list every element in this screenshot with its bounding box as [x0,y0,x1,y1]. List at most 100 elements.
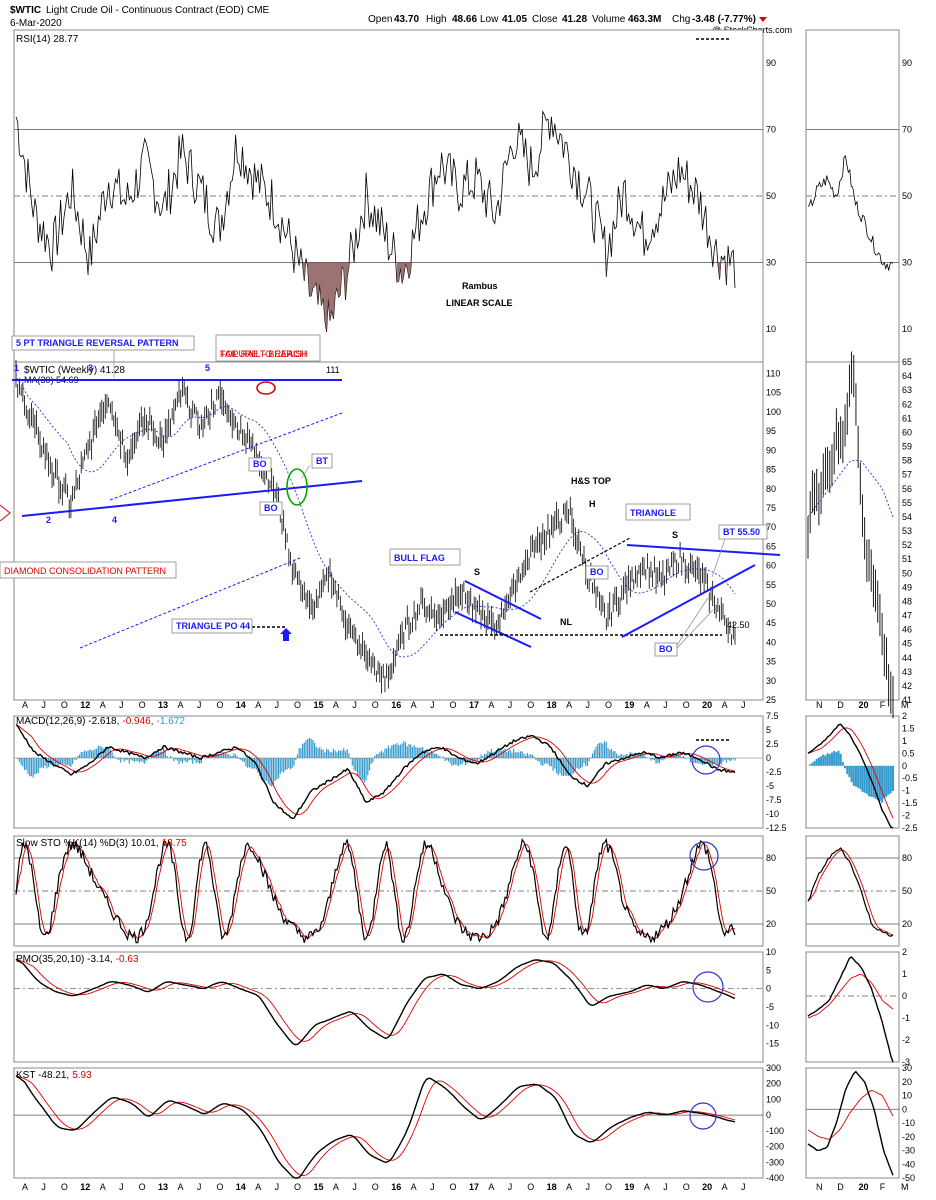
bo-label-2-box [259,501,283,516]
x-tick-main: J [741,1182,746,1192]
bt-pointer [301,464,311,479]
y-tick-main: 105 [766,388,781,398]
rambus-label: Rambus [462,281,498,291]
y-tick-main: 70 [766,125,776,135]
x-tick-main: O [61,1182,68,1192]
bull-flag-label: BULL FLAG [394,553,445,563]
sto-d-line-right [807,849,894,936]
x-tick-right: M [901,1182,909,1192]
pmo-label-part: PMO(35,20,10) -3.14, [16,954,113,965]
x-tick-main: O [605,700,612,710]
y-tick-right: 30 [902,1063,912,1073]
x-tick-main: J [741,700,746,710]
y-tick-main: 50 [766,886,776,896]
y-tick-right: 20 [902,1077,912,1087]
y-tick-right: 64 [902,371,912,381]
macd-histogram-bar-right [837,750,840,766]
chg-label: Chg [672,14,690,25]
pmo-label: PMO(35,20,10) -3.14, -0.63 [16,954,139,965]
pmo-line [15,958,736,1046]
triangle-bottom-rail [21,480,363,517]
macd-circle [691,745,721,775]
y-tick-right: 48 [902,596,912,606]
bt-label: BT [316,456,328,466]
y-tick-main: 5 [766,965,771,975]
x-tick-main: J [586,700,591,710]
pmo-signal-line [15,958,736,1042]
x-tick-main: A [100,1182,106,1192]
macd-histogram-bar-right [835,752,838,766]
kst-label: KST -48.21, 5.93 [16,1070,92,1081]
x-tick-main: 18 [547,700,557,710]
y-tick-main: -100 [766,1126,784,1136]
y-tick-right: -3 [902,1057,910,1067]
x-tick-main: O [683,1182,690,1192]
description: Light Crude Oil - Continuous Contract (E… [46,5,244,16]
macd-histogram-bar-right [841,761,844,766]
y-tick-right: 61 [902,413,912,423]
bo-label-1: BO [253,459,267,469]
y-tick-right: 70 [902,125,912,135]
y-tick-right: -30 [902,1146,915,1156]
x-tick-right: N [816,1182,823,1192]
y-tick-right: -2 [902,1035,910,1045]
macd-histogram-bar-right [861,765,864,792]
macd-histogram-bar-right [813,760,816,766]
x-tick-right: 20 [859,700,869,710]
hs-dashed-line [529,537,631,593]
x-tick-main: A [644,700,650,710]
y-tick-right: -1.5 [902,798,918,808]
macd-histogram-bar-right [878,765,881,801]
x-tick-main: 15 [313,700,323,710]
x-tick-main: O [683,700,690,710]
y-tick-right: 10 [902,1091,912,1101]
volume-value: 463.3M [628,14,661,25]
y-tick-main: 65 [766,541,776,551]
price-label: $WTIC (Weekly) 41.28 [24,365,125,376]
x-tick-main: 19 [624,700,634,710]
low-label: Low [480,14,499,25]
x-tick-main: A [333,1182,339,1192]
y-tick-main: 90 [766,58,776,68]
y-tick-right: -40 [902,1159,915,1169]
bo-label-4: BO [659,644,673,654]
y-tick-right: 60 [902,427,912,437]
y-tick-right: 55 [902,498,912,508]
y-tick-main: -2.5 [766,767,782,777]
y-tick-main: -300 [766,1157,784,1167]
x-tick-main: J [586,1182,591,1192]
triangle-po-label-box [171,618,253,634]
y-tick-main: -10 [766,809,779,819]
macd-histogram-bar-right [846,765,849,775]
x-tick-main: 13 [158,700,168,710]
sto-label-part: Slow STO %K(14) %D(3) 10.01, [16,838,159,849]
y-tick-right: 41 [902,695,912,705]
x-tick-right: D [837,1182,844,1192]
x-tick-right: D [837,700,844,710]
macd-histogram-bar-right [822,754,825,766]
right-triangle-bottom [621,564,756,638]
x-tick-right: N [816,700,823,710]
x-tick-main: O [450,1182,457,1192]
y-tick-right: 44 [902,653,912,663]
y-tick-right: 1 [902,736,907,746]
y-tick-main: 85 [766,465,776,475]
x-tick-main: J [352,1182,357,1192]
macd-histogram-bar-right [815,758,818,766]
macd-histogram-bar-right [863,765,866,793]
kst-signal-line [15,1075,736,1176]
y-tick-main: -5 [766,781,774,791]
y-tick-right: 54 [902,512,912,522]
x-tick-main: A [411,1182,417,1192]
x-tick-main: 17 [469,1182,479,1192]
macd-histogram-bar-right [865,765,868,794]
x-tick-main: A [333,700,339,710]
x-tick-main: A [177,700,183,710]
y-tick-main: 30 [766,257,776,267]
y-tick-main: 2.5 [766,739,779,749]
panel-main-2 [13,715,764,829]
rsi-line [15,110,736,333]
macd-label-part: -0.946, [122,716,153,727]
x-tick-main: O [61,700,68,710]
open-value: 43.70 [394,14,419,25]
